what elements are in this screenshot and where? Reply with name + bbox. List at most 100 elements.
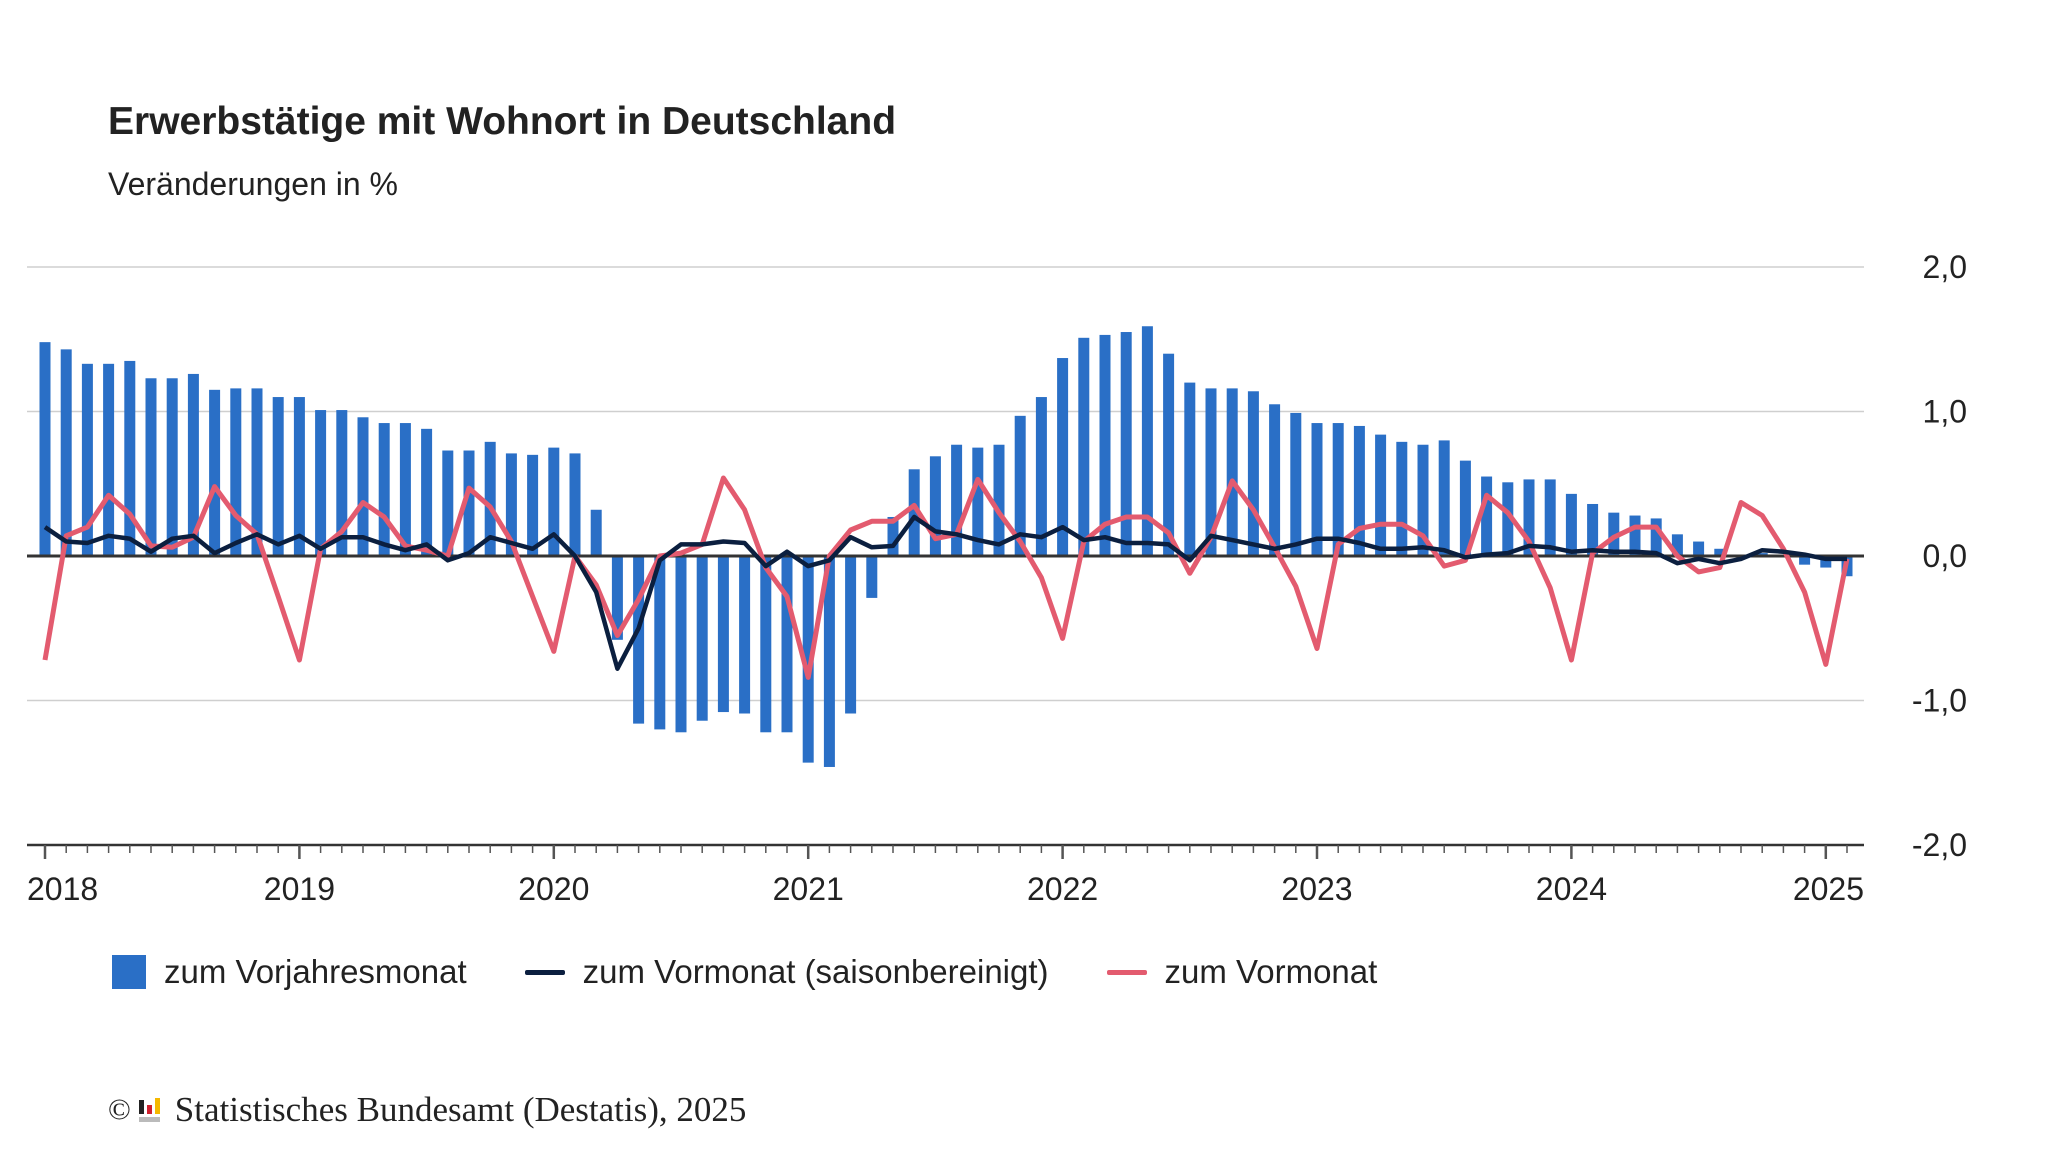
copyright-symbol: © [108, 1093, 131, 1126]
x-tick-label: 2022 [1027, 871, 1098, 907]
chart: 2018 2019 2020 2021 2022 2023 2024 2025 2,0 1,0 0… [27, 249, 1967, 907]
bar [1438, 440, 1450, 556]
x-axis: 2018 2019 2020 2021 2022 2023 2024 2025 [27, 843, 1864, 907]
y-tick-label: -2,0 [1912, 827, 1967, 863]
bar [1120, 332, 1132, 556]
bar [484, 441, 496, 556]
bar [399, 423, 411, 556]
bar [781, 556, 793, 733]
bar [1396, 441, 1408, 556]
bar [1141, 326, 1153, 556]
bar [293, 397, 305, 556]
bar [908, 469, 920, 556]
legend-swatch-line [524, 969, 565, 975]
bar [463, 450, 475, 556]
bar [1481, 476, 1493, 556]
grid [27, 266, 1864, 702]
legend-label: zum Vormonat (saisonbereinigt) [582, 953, 1049, 990]
bar [1650, 518, 1662, 556]
bar [1671, 534, 1683, 556]
line-series-vormonat [42, 475, 1850, 680]
bar [1353, 425, 1365, 556]
bar [717, 556, 729, 713]
bar [1035, 397, 1047, 556]
bar [1799, 556, 1811, 565]
bar [654, 556, 666, 730]
bar [230, 388, 242, 556]
bar [866, 556, 878, 598]
bar [39, 342, 51, 556]
bar [1523, 479, 1535, 556]
bar [60, 349, 72, 556]
bar [1057, 358, 1069, 556]
bar [1375, 434, 1387, 556]
bar [611, 556, 623, 640]
bar [336, 410, 348, 556]
bar [993, 444, 1005, 556]
bar [505, 453, 517, 556]
legend-item-vormonat[interactable]: zum Vormonat [1106, 953, 1377, 991]
footer: © Statistisches Bundesamt (Destatis), 20… [108, 1090, 746, 1130]
bar [1311, 423, 1323, 556]
bar [1290, 412, 1302, 556]
bar [675, 556, 687, 733]
bar [272, 397, 284, 556]
x-tick-label: 2023 [1281, 871, 1352, 907]
bar [527, 454, 539, 556]
y-tick-label: -1,0 [1912, 683, 1967, 719]
y-axis: 2,0 1,0 0,0 -1,0 -2,0 [1912, 249, 1967, 863]
bar [590, 509, 602, 556]
bar [166, 378, 178, 556]
y-tick-label: 0,0 [1923, 538, 1967, 574]
x-tick-label: 2021 [773, 871, 844, 907]
bar [739, 556, 751, 714]
bar [1693, 541, 1705, 556]
bar [378, 423, 390, 556]
destatis-logo-icon [138, 1098, 160, 1122]
bar [972, 447, 984, 556]
x-tick-label: 2025 [1793, 871, 1864, 907]
legend-item-vorjahresmonat[interactable]: zum Vorjahresmonat [112, 953, 467, 991]
bar [1247, 391, 1259, 556]
legend-item-vormonat-saisonbereinigt[interactable]: zum Vormonat (saisonbereinigt) [524, 953, 1049, 991]
bar [187, 373, 199, 556]
chart-subtitle: Veränderungen in % [108, 166, 398, 202]
bar [1184, 382, 1196, 556]
x-tick-label: 2018 [27, 871, 98, 907]
x-tick-label: 2020 [518, 871, 589, 907]
bar [421, 428, 433, 556]
line-series-saisonbereinigt [43, 514, 1847, 671]
bar [442, 450, 454, 556]
bar [823, 556, 835, 767]
bar [1587, 503, 1599, 556]
bar [145, 378, 157, 556]
bar [1332, 423, 1344, 556]
bar [633, 556, 645, 724]
bar [1014, 415, 1026, 556]
lines [42, 475, 1850, 680]
x-tick-label: 2019 [264, 871, 335, 907]
bar [1459, 460, 1471, 556]
bar [1820, 556, 1832, 568]
bar [548, 447, 560, 556]
footer-source: Statistisches Bundesamt (Destatis), 2025 [174, 1090, 747, 1129]
legend-swatch-bar [112, 955, 146, 989]
bars [39, 326, 1853, 767]
y-tick-label: 2,0 [1923, 249, 1967, 285]
bar [124, 360, 136, 556]
bar [1226, 388, 1238, 556]
legend: zum Vorjahresmonat zum Vormonat (saisonb… [112, 953, 1435, 991]
bar [1565, 493, 1577, 556]
bar [760, 556, 772, 733]
bar [209, 389, 221, 556]
bar [569, 453, 581, 556]
bar [845, 556, 857, 714]
bar [251, 388, 263, 556]
bar [1502, 482, 1514, 556]
bar [1205, 388, 1217, 556]
bar [1629, 515, 1641, 556]
bar [357, 417, 369, 556]
bar [1099, 334, 1111, 556]
bar [1163, 353, 1175, 556]
bar [315, 410, 327, 556]
